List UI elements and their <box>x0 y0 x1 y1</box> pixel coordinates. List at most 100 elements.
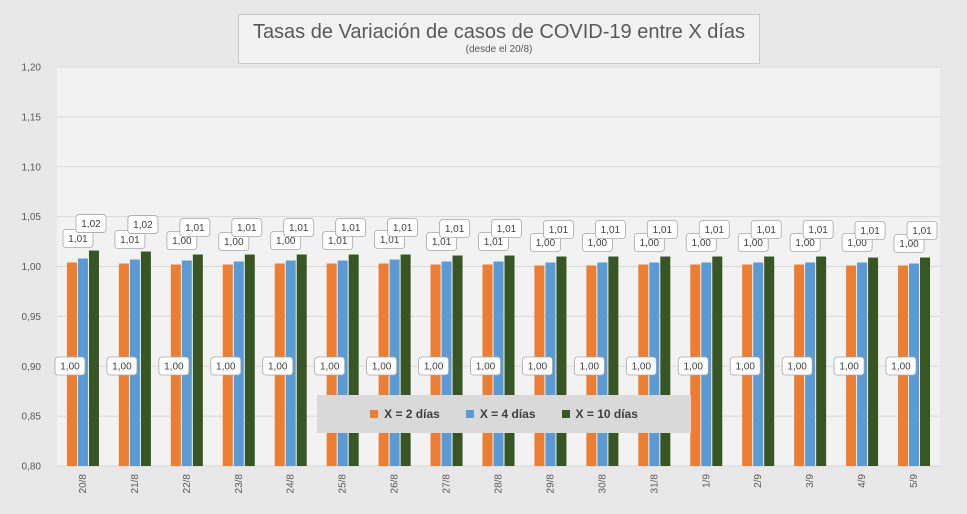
data-label-2-12: 1,01 <box>698 220 730 239</box>
data-label-2-3-text: 1,01 <box>237 223 257 234</box>
data-label-2-5-box <box>335 218 367 237</box>
data-label-0-4-text: 1,00 <box>268 362 288 373</box>
legend-item-x4: X = 4 días <box>465 407 536 421</box>
x-tick-label: 1/9 <box>701 474 712 488</box>
x-tick-label: 3/9 <box>805 474 816 488</box>
data-label-0-14-box <box>781 356 813 376</box>
data-label-0-6: 1,00 <box>366 356 398 376</box>
data-label-0-1: 1,00 <box>106 356 138 376</box>
data-label-2-7-box <box>439 219 470 238</box>
bar-2-15 <box>868 257 879 466</box>
data-label-2-3-box <box>231 218 263 237</box>
data-label-2-6: 1,01 <box>387 218 419 237</box>
data-label-1-4-text: 1,00 <box>276 236 296 247</box>
data-label-2-11: 1,01 <box>646 220 678 239</box>
data-label-0-16-text: 1,00 <box>891 362 911 373</box>
data-label-0-8-text: 1,00 <box>476 362 496 373</box>
data-label-2-4-text: 1,01 <box>289 223 309 234</box>
bar-2-4 <box>296 254 307 466</box>
y-tick-label: 0,80 <box>22 462 42 473</box>
data-label-2-10-box <box>594 220 626 239</box>
data-label-2-7-text: 1,01 <box>445 224 465 235</box>
data-label-0-12-box <box>677 356 709 376</box>
bar-2-1 <box>140 251 151 466</box>
data-label-0-6-box <box>366 356 398 376</box>
bar-2-2 <box>192 254 203 466</box>
data-label-0-11-box <box>625 356 657 376</box>
data-label-1-5-text: 1,01 <box>328 236 348 247</box>
data-label-2-16-box <box>906 221 938 240</box>
data-label-2-7: 1,01 <box>439 219 470 238</box>
data-label-1-15-text: 1,00 <box>847 238 867 249</box>
data-label-2-15-box <box>854 221 886 240</box>
y-tick-label: 1,00 <box>22 262 42 273</box>
data-label-2-9-box <box>543 220 574 239</box>
x-tick-label: 21/8 <box>130 474 141 494</box>
data-label-1-0: 1,01 <box>62 229 94 248</box>
data-label-2-9: 1,01 <box>543 220 574 239</box>
data-label-2-6-box <box>387 218 419 237</box>
data-label-0-16: 1,00 <box>885 356 917 376</box>
data-label-2-0-text: 1,02 <box>81 219 101 230</box>
data-label-0-7: 1,00 <box>418 356 449 376</box>
data-label-2-15: 1,01 <box>854 221 886 240</box>
y-tick-label: 1,15 <box>22 112 42 123</box>
data-label-2-0: 1,02 <box>75 214 107 233</box>
data-label-1-6-text: 1,01 <box>380 235 400 246</box>
bar-2-3 <box>244 254 255 466</box>
bar-2-6 <box>400 254 411 466</box>
x-tick-label: 27/8 <box>442 474 453 494</box>
data-label-0-3-text: 1,00 <box>216 362 236 373</box>
data-label-2-2-box <box>179 218 211 237</box>
data-label-2-13-text: 1,01 <box>756 225 776 236</box>
data-label-2-4-box <box>283 218 315 237</box>
y-tick-label: 1,10 <box>22 162 42 173</box>
y-tick-label: 1,20 <box>22 63 42 74</box>
data-label-0-16-box <box>885 356 917 376</box>
data-label-2-1-text: 1,02 <box>133 220 153 231</box>
bar-2-11 <box>660 256 671 466</box>
bar-2-16 <box>920 257 931 466</box>
legend-swatch-x4 <box>465 410 474 418</box>
data-label-1-7-text: 1,01 <box>432 237 452 248</box>
y-tick-label: 0,85 <box>22 412 42 423</box>
data-label-1-8-text: 1,01 <box>484 237 504 248</box>
data-label-0-5-text: 1,00 <box>320 362 340 373</box>
data-label-2-6-text: 1,01 <box>393 223 413 234</box>
data-label-0-0-text: 1,00 <box>60 362 80 373</box>
data-label-2-5-text: 1,01 <box>341 223 361 234</box>
data-label-0-4-box <box>262 356 294 376</box>
bar-2-0 <box>88 250 99 466</box>
data-label-2-1: 1,02 <box>127 215 159 234</box>
data-label-0-9-box <box>522 356 553 376</box>
data-label-2-2-text: 1,01 <box>185 223 205 234</box>
data-label-0-1-box <box>106 356 138 376</box>
data-label-1-16-text: 1,00 <box>899 239 919 250</box>
data-label-0-15-box <box>833 356 865 376</box>
data-label-0-13-box <box>729 356 761 376</box>
data-label-0-12-text: 1,00 <box>684 362 704 373</box>
x-tick-label: 23/8 <box>234 474 245 494</box>
data-label-2-8: 1,01 <box>491 219 522 238</box>
data-label-2-13-box <box>750 220 782 239</box>
data-label-2-14-text: 1,01 <box>808 225 828 236</box>
data-label-2-14: 1,01 <box>802 220 834 239</box>
x-tick-label: 24/8 <box>286 474 297 494</box>
bar-2-7 <box>452 255 463 466</box>
data-label-1-0-text: 1,01 <box>68 234 88 245</box>
data-label-0-5-box <box>314 356 346 376</box>
legend-swatch-x2 <box>370 410 379 418</box>
data-label-0-2: 1,00 <box>158 356 190 376</box>
bar-2-8 <box>504 255 515 466</box>
data-label-1-1-text: 1,01 <box>120 235 140 246</box>
data-label-2-10-text: 1,01 <box>601 225 621 236</box>
data-label-0-6-text: 1,00 <box>372 362 392 373</box>
chart-title-box: Tasas de Variación de casos de COVID-19 … <box>238 14 760 64</box>
data-label-0-8-box <box>470 356 501 376</box>
x-tick-label: 29/8 <box>545 474 556 494</box>
x-tick-label: 22/8 <box>182 474 193 494</box>
data-label-0-3: 1,00 <box>210 356 242 376</box>
y-tick-label: 0,95 <box>22 312 42 323</box>
data-label-0-14-text: 1,00 <box>787 362 807 373</box>
x-tick-label: 5/9 <box>909 474 920 488</box>
